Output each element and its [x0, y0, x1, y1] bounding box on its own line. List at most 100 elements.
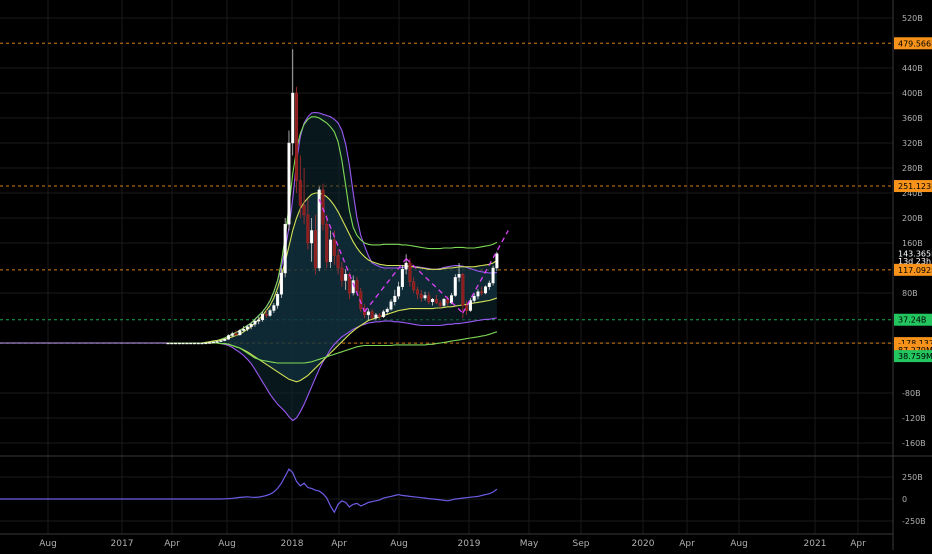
x-tick-label: May	[520, 539, 539, 549]
candle-body	[185, 342, 189, 345]
price-label: 143.365B	[898, 249, 932, 258]
candle-body	[457, 274, 461, 278]
candle-body	[245, 326, 249, 330]
candle-body	[329, 239, 333, 262]
candle-body	[389, 301, 393, 310]
indicator-tick-label: 0	[902, 495, 907, 504]
price-label: 117.092B	[898, 266, 932, 275]
candle-body	[298, 180, 302, 206]
candle-body	[204, 342, 208, 345]
candle-body	[442, 299, 446, 306]
x-tick-label: Sep	[573, 539, 590, 549]
x-tick-label: 2019	[458, 539, 481, 549]
price-label-bg	[894, 180, 932, 193]
price-label: 479.566B	[898, 39, 932, 48]
price-label-bg	[894, 263, 932, 276]
x-tick-label: Aug	[390, 539, 408, 549]
candle-body	[287, 142, 291, 225]
candle-body	[476, 291, 480, 297]
y-tick-label: 200B	[902, 214, 923, 223]
candle-body	[249, 324, 253, 327]
candle-body	[253, 320, 257, 325]
candle-body	[370, 311, 374, 319]
candle-body	[495, 253, 499, 269]
candle-body	[374, 314, 378, 319]
trendlines	[318, 199, 509, 314]
y-tick-label: 440B	[902, 64, 923, 73]
candle-body	[419, 294, 423, 299]
trendline	[405, 258, 464, 314]
candle-body	[378, 314, 382, 317]
indicator-tick-label: -250B	[902, 517, 926, 526]
price-label: -178.137M	[898, 339, 932, 348]
candle-body	[393, 295, 397, 302]
inner-band-fill	[168, 193, 497, 382]
candle-body	[427, 295, 431, 302]
candle-body	[434, 299, 438, 304]
candle-body	[453, 277, 457, 296]
candle-body	[242, 329, 246, 331]
candle-body	[211, 341, 215, 344]
candle-body	[208, 342, 212, 344]
candle-body	[355, 280, 359, 292]
candle-body	[276, 294, 280, 306]
candle-body	[347, 274, 351, 294]
candle-body	[325, 224, 329, 262]
y-tick-label: -160B	[902, 439, 926, 448]
candle-body	[412, 281, 416, 291]
candle-body	[381, 311, 385, 317]
candle-body	[340, 267, 344, 281]
price-label-bg	[894, 37, 932, 50]
y-tick-label: 520B	[902, 14, 923, 23]
candle-body	[189, 342, 193, 345]
candle-body	[332, 239, 336, 256]
candle-body	[310, 230, 314, 244]
price-label: 251.123B	[898, 182, 932, 191]
candle-body	[257, 319, 261, 322]
candle-body	[366, 311, 370, 316]
candle-body	[223, 339, 227, 341]
candle-body	[344, 274, 348, 281]
trendline	[318, 199, 366, 312]
candle-body	[438, 302, 442, 306]
y-tick-label: 160B	[902, 239, 923, 248]
band-fills	[168, 112, 497, 421]
x-tick-label: 2017	[111, 539, 134, 549]
x-tick-label: 2021	[804, 539, 827, 549]
candle-body	[264, 314, 268, 316]
candle-body	[234, 333, 238, 336]
indicator-tick-label: 250B	[902, 473, 923, 482]
candle-body	[200, 342, 204, 345]
y-tick-label: 240B	[902, 189, 923, 198]
candle-body	[468, 300, 472, 311]
candle-body	[283, 224, 287, 274]
candle-body	[461, 274, 465, 306]
x-tick-label: Aug	[730, 539, 748, 549]
candle-body	[480, 291, 484, 294]
y-tick-label: 360B	[902, 114, 923, 123]
x-tick-label: Apr	[164, 539, 180, 549]
y-tick-label: 400B	[902, 89, 923, 98]
candle-body	[291, 92, 295, 144]
candle-body	[196, 342, 200, 345]
x-tick-label: Apr	[679, 539, 695, 549]
candle-body	[238, 330, 242, 336]
candle-body	[302, 205, 306, 216]
price-label: 13d 23h	[898, 257, 931, 266]
candle-body	[408, 262, 412, 282]
trendline	[462, 230, 509, 314]
candle-body	[261, 314, 265, 321]
candle-body	[192, 342, 196, 345]
x-tick-label: 2018	[281, 539, 304, 549]
price-label-bg	[894, 313, 932, 326]
candle-body	[484, 286, 488, 294]
band-lines	[0, 111, 498, 422]
x-tick-label: Aug	[39, 539, 57, 549]
candle-body	[313, 230, 317, 269]
trendline	[364, 258, 407, 313]
band-line-inner-band-upper	[168, 192, 498, 344]
candle-body	[450, 295, 454, 304]
band-line-middle-band-lower	[168, 331, 498, 364]
